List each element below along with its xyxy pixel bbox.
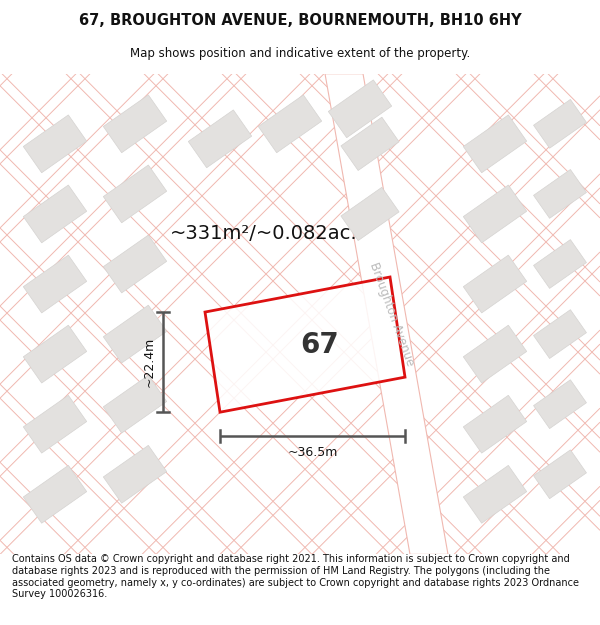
Polygon shape: [463, 185, 527, 243]
Polygon shape: [103, 95, 167, 152]
Polygon shape: [205, 277, 405, 412]
Polygon shape: [23, 325, 87, 383]
Polygon shape: [23, 395, 87, 453]
Polygon shape: [258, 95, 322, 152]
Text: 67: 67: [301, 331, 340, 359]
Polygon shape: [533, 380, 586, 429]
Polygon shape: [23, 115, 87, 172]
Text: Broughton Avenue: Broughton Avenue: [367, 261, 416, 368]
Polygon shape: [533, 99, 586, 148]
Polygon shape: [188, 110, 252, 168]
Polygon shape: [341, 188, 399, 241]
Polygon shape: [341, 117, 399, 171]
Polygon shape: [463, 466, 527, 523]
Text: 67, BROUGHTON AVENUE, BOURNEMOUTH, BH10 6HY: 67, BROUGHTON AVENUE, BOURNEMOUTH, BH10 …: [79, 13, 521, 28]
Polygon shape: [23, 466, 87, 523]
Text: ~331m²/~0.082ac.: ~331m²/~0.082ac.: [170, 224, 358, 244]
Polygon shape: [463, 395, 527, 453]
Text: Map shows position and indicative extent of the property.: Map shows position and indicative extent…: [130, 47, 470, 59]
Text: Contains OS data © Crown copyright and database right 2021. This information is : Contains OS data © Crown copyright and d…: [12, 554, 579, 599]
Polygon shape: [103, 235, 167, 293]
Text: ~22.4m: ~22.4m: [143, 337, 155, 388]
Polygon shape: [23, 255, 87, 313]
Polygon shape: [103, 305, 167, 363]
Polygon shape: [463, 325, 527, 383]
Polygon shape: [533, 239, 586, 288]
Polygon shape: [103, 446, 167, 503]
Polygon shape: [463, 255, 527, 313]
Text: ~36.5m: ~36.5m: [287, 446, 338, 459]
Polygon shape: [23, 185, 87, 243]
Polygon shape: [533, 309, 586, 359]
Polygon shape: [325, 74, 448, 554]
Polygon shape: [103, 375, 167, 433]
Polygon shape: [533, 169, 586, 218]
Polygon shape: [103, 165, 167, 223]
Polygon shape: [463, 115, 527, 172]
Polygon shape: [328, 80, 392, 138]
Polygon shape: [533, 450, 586, 499]
